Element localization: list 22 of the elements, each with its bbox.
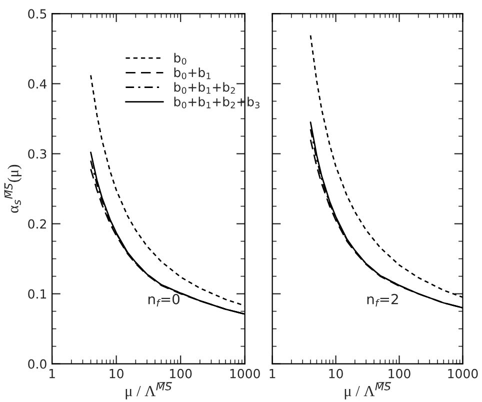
legend-label: b$_{0}$+b$_{1}$+b$_{2}$	[174, 82, 235, 94]
legend-label: b$_{0}$	[174, 52, 186, 65]
x-tick-label: 1	[49, 369, 55, 378]
x-tick-label: 1000	[230, 368, 260, 378]
x-tick-label: 100	[388, 368, 410, 378]
y-tick-label: 0.3	[28, 149, 46, 159]
y-tick-label: 0.5	[28, 9, 46, 19]
y-tick-label: 0.1	[28, 289, 46, 299]
legend-label: b$_{0}$+b$_{1}$	[174, 68, 210, 80]
annotation: n$_{f}$=0	[148, 294, 180, 306]
x-tick-label: 10	[329, 368, 343, 378]
y-tick-label: 0.2	[28, 219, 46, 229]
x-tick-label: 1000	[448, 368, 478, 378]
x-axis-title: μ / Λ$^{M̅S̅}$	[126, 382, 172, 400]
y-axis-title: α$_{s}$$^{M̅S̅}$(μ)	[4, 164, 22, 213]
y-tick-label: 0.0	[28, 359, 46, 369]
y-tick-label: 0.4	[28, 79, 46, 89]
x-tick-label: 100	[170, 368, 192, 378]
x-axis-title: μ / Λ$^{M̅S̅}$	[344, 382, 392, 400]
annotation: n$_{f}$=2	[367, 294, 398, 306]
x-tick-label: 10	[110, 368, 124, 378]
x-tick-label: 1	[270, 369, 276, 378]
